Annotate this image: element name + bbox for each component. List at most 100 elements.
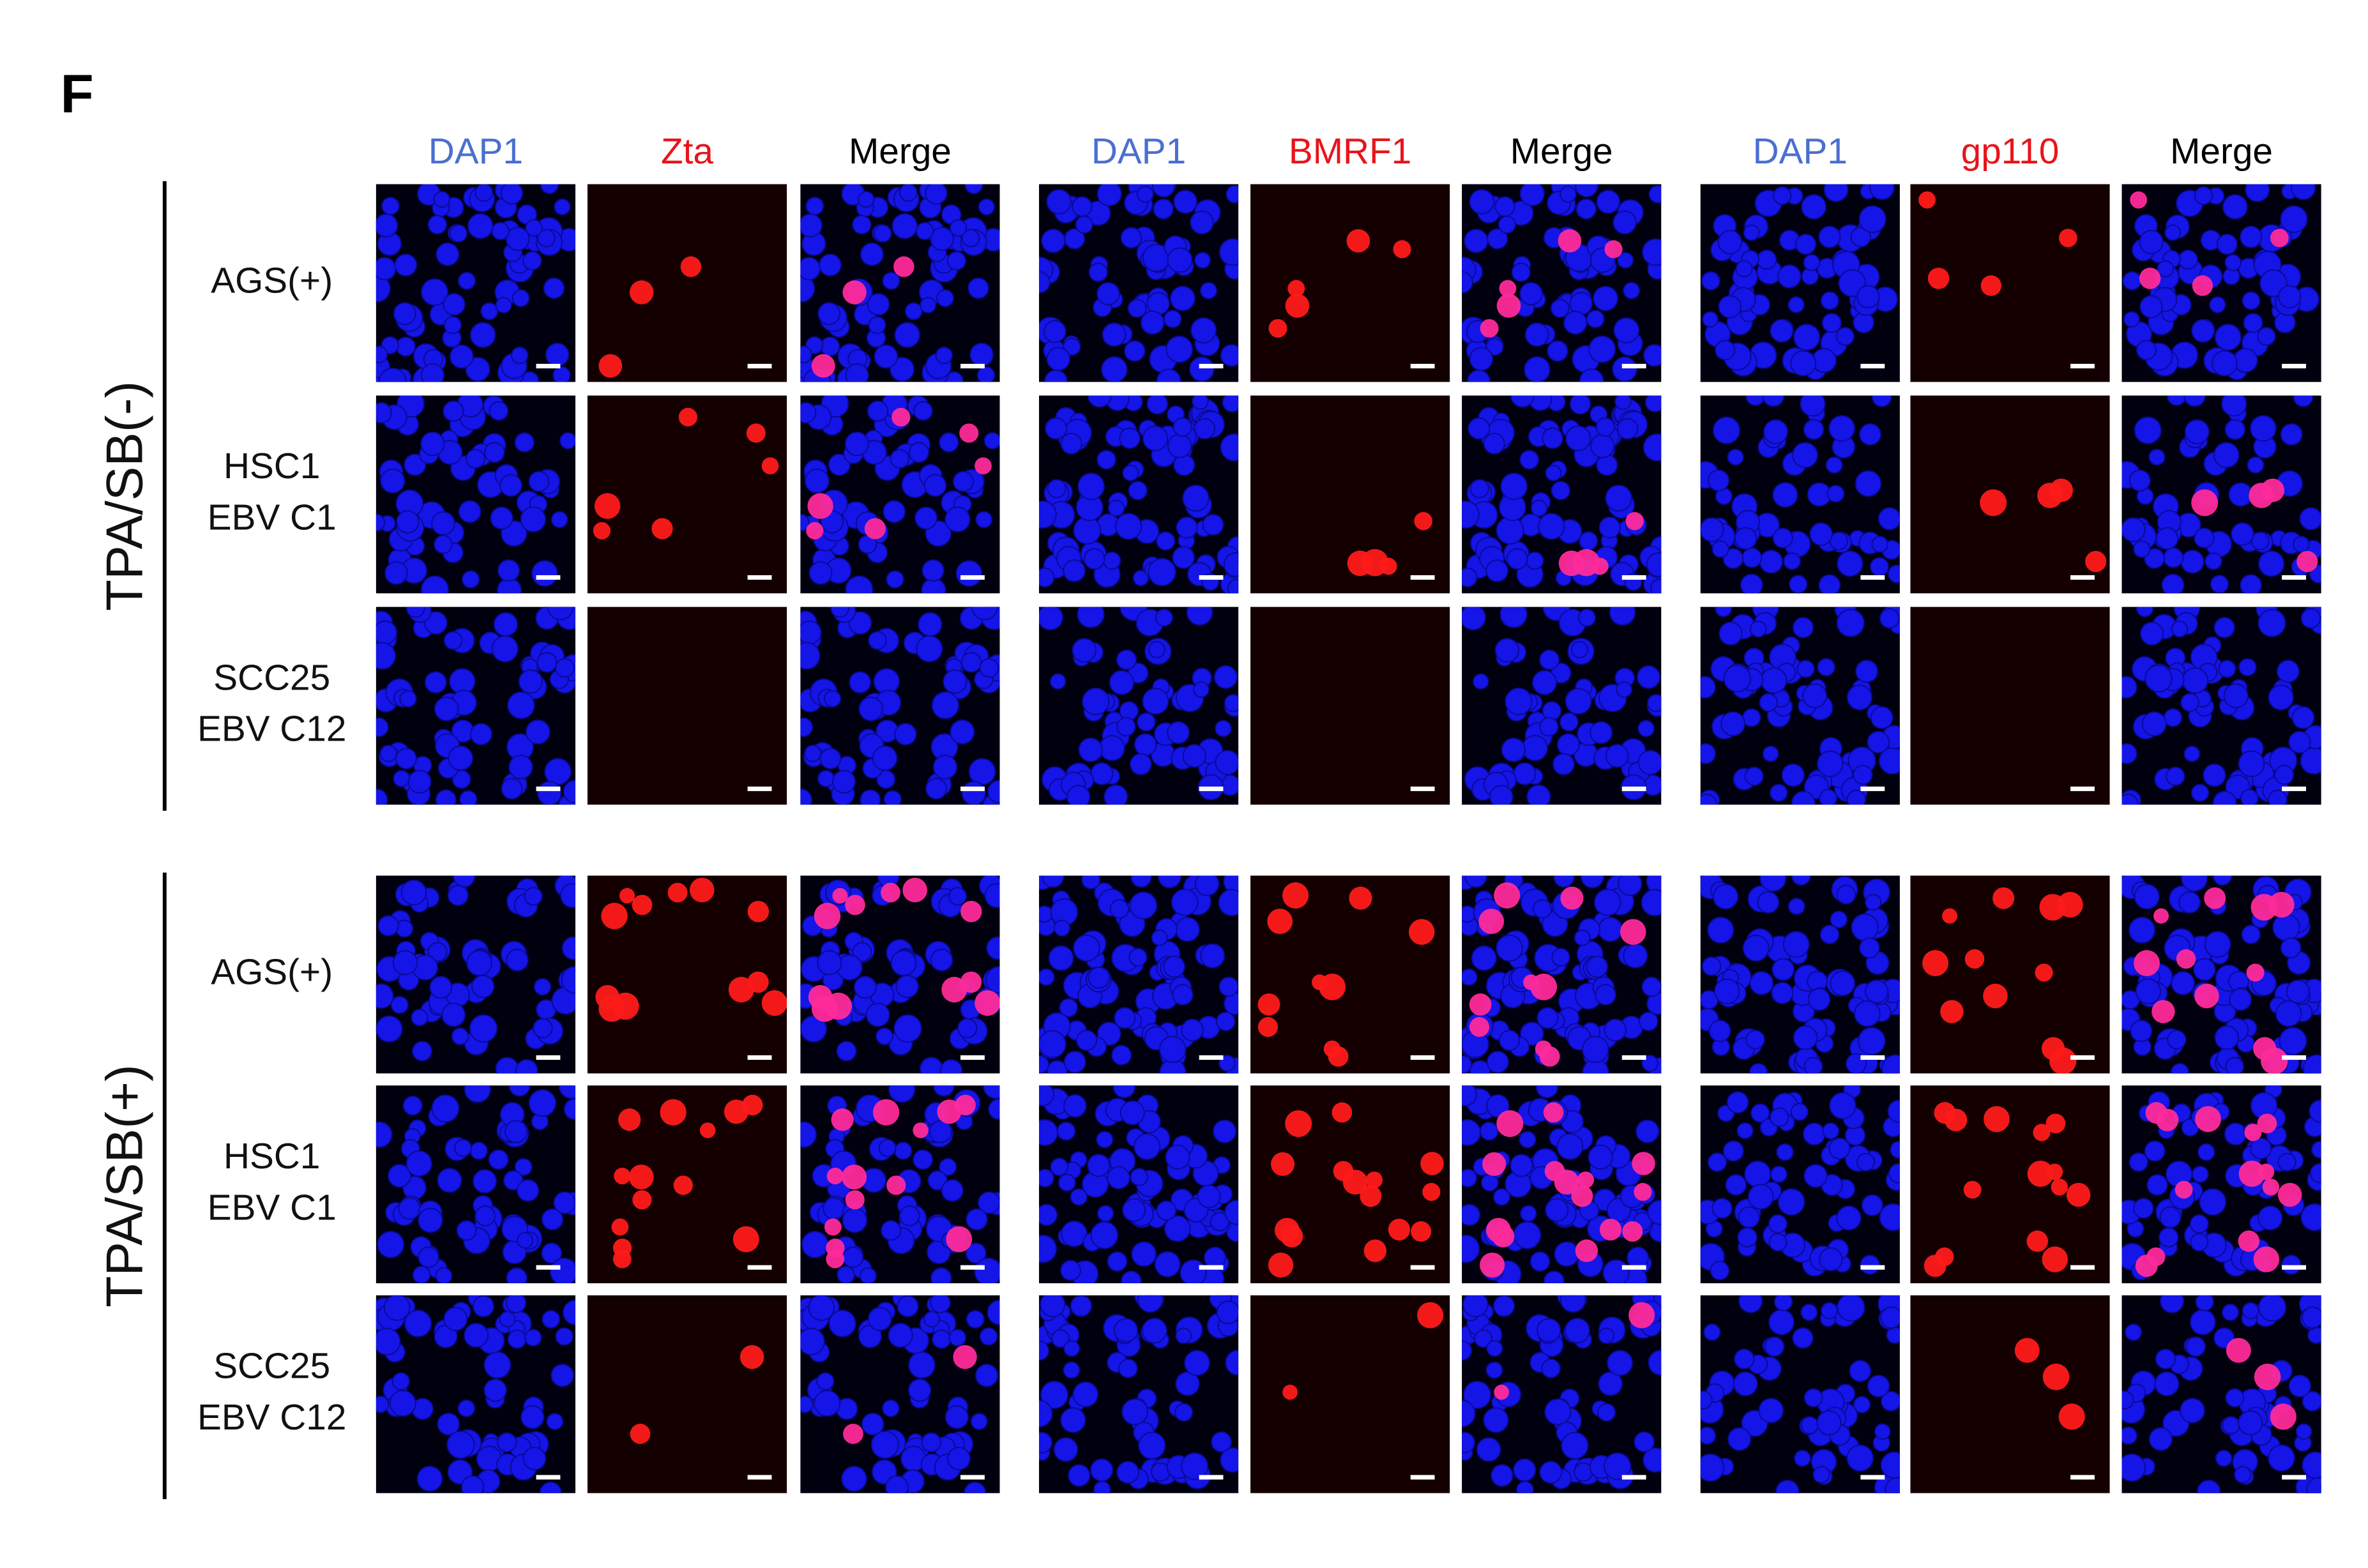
nucleus (800, 1121, 817, 1148)
nucleus (1104, 784, 1128, 805)
nucleus (1038, 568, 1055, 587)
nucleus (1792, 1327, 1814, 1349)
nucleus (1220, 344, 1239, 367)
micrograph (1910, 395, 2110, 594)
nucleus (1720, 711, 1746, 737)
nucleus (1734, 1348, 1755, 1369)
nucleus (858, 697, 884, 721)
nucleus (1846, 1444, 1874, 1472)
nucleus (1856, 285, 1880, 308)
nucleus (1109, 670, 1135, 695)
nucleus (916, 635, 943, 663)
nucleus (1604, 1018, 1627, 1042)
nucleus (1492, 1295, 1515, 1317)
nucleus (1819, 1247, 1843, 1272)
nucleus (1038, 905, 1054, 923)
nucleus (1194, 875, 1220, 896)
signal (612, 1239, 632, 1258)
nucleus (1777, 1188, 1805, 1216)
nucleus (888, 1323, 913, 1348)
nucleus (1522, 735, 1548, 762)
nucleus (1556, 733, 1580, 757)
nucleus (1745, 1030, 1765, 1050)
scale-bar (536, 1475, 561, 1480)
nucleus (1553, 875, 1575, 888)
nucleus (2141, 711, 2167, 737)
nucleus (849, 671, 872, 694)
nucleus (1742, 547, 1763, 568)
micrograph (2121, 1085, 2321, 1284)
micrograph (587, 1085, 787, 1284)
nucleus (2139, 230, 2164, 255)
nucleus (816, 1372, 835, 1391)
nucleus (1853, 765, 1873, 785)
nucleus (1850, 227, 1871, 248)
nucleus (1462, 1399, 1476, 1428)
nucleus (883, 500, 906, 524)
signal (1571, 1185, 1593, 1207)
nucleus (562, 1299, 576, 1325)
nucleus (1775, 1479, 1800, 1493)
scale-bar (960, 1265, 985, 1270)
nucleus (1598, 1327, 1615, 1345)
column-header: DAP1 (429, 132, 523, 172)
nucleus (560, 883, 576, 908)
nucleus (1510, 1154, 1533, 1177)
nucleus (2258, 1205, 2283, 1231)
nucleus (2277, 1152, 2296, 1172)
nucleus (1469, 347, 1494, 371)
nucleus (2191, 319, 2215, 343)
nucleus (908, 1351, 936, 1379)
nucleus (2241, 924, 2261, 944)
nucleus (2161, 573, 2185, 594)
nucleus (2159, 1227, 2179, 1248)
nucleus (1485, 1361, 1503, 1379)
signal (632, 1190, 652, 1210)
nucleus (376, 788, 388, 805)
nucleus (2134, 416, 2162, 444)
signal (1333, 1161, 1354, 1182)
nucleus (2272, 913, 2300, 942)
nucleus (488, 1149, 509, 1170)
nucleus (1718, 295, 1742, 319)
micrograph (2121, 875, 2321, 1074)
nucleus (2221, 395, 2247, 417)
nucleus (1049, 673, 1066, 690)
nucleus (1792, 617, 1814, 638)
nucleus (420, 432, 445, 456)
nucleus (2178, 250, 2199, 270)
signal (1918, 191, 1936, 209)
nucleus (1759, 875, 1787, 892)
nucleus (1222, 395, 1239, 412)
nucleus (1708, 1020, 1731, 1043)
nucleus (1701, 271, 1720, 290)
micrograph (1700, 1085, 1900, 1284)
nucleus (1613, 210, 1637, 235)
nucleus (800, 717, 814, 737)
nucleus (376, 1327, 401, 1355)
nucleus (974, 1257, 1000, 1284)
nucleus (964, 1481, 987, 1493)
signal (2058, 229, 2077, 248)
nucleus (949, 219, 968, 237)
nucleus (1130, 1168, 1148, 1186)
signal (2042, 1363, 2070, 1391)
scale-bar (1860, 1055, 1885, 1060)
cells (800, 1295, 1000, 1493)
nucleus (952, 471, 974, 492)
nucleus (550, 1364, 574, 1387)
nucleus (1063, 559, 1086, 582)
nucleus (1097, 449, 1116, 470)
cells (800, 395, 1000, 594)
nucleus (499, 474, 522, 497)
nucleus (1846, 684, 1873, 711)
nucleus (1636, 1119, 1660, 1143)
scale-bar (1410, 1055, 1435, 1060)
cells (376, 875, 576, 1074)
signal (946, 1226, 973, 1253)
cells (630, 1345, 764, 1444)
nucleus (376, 983, 394, 1009)
signal (2277, 1182, 2302, 1207)
signal (2238, 1230, 2260, 1252)
nucleus (528, 1089, 557, 1117)
